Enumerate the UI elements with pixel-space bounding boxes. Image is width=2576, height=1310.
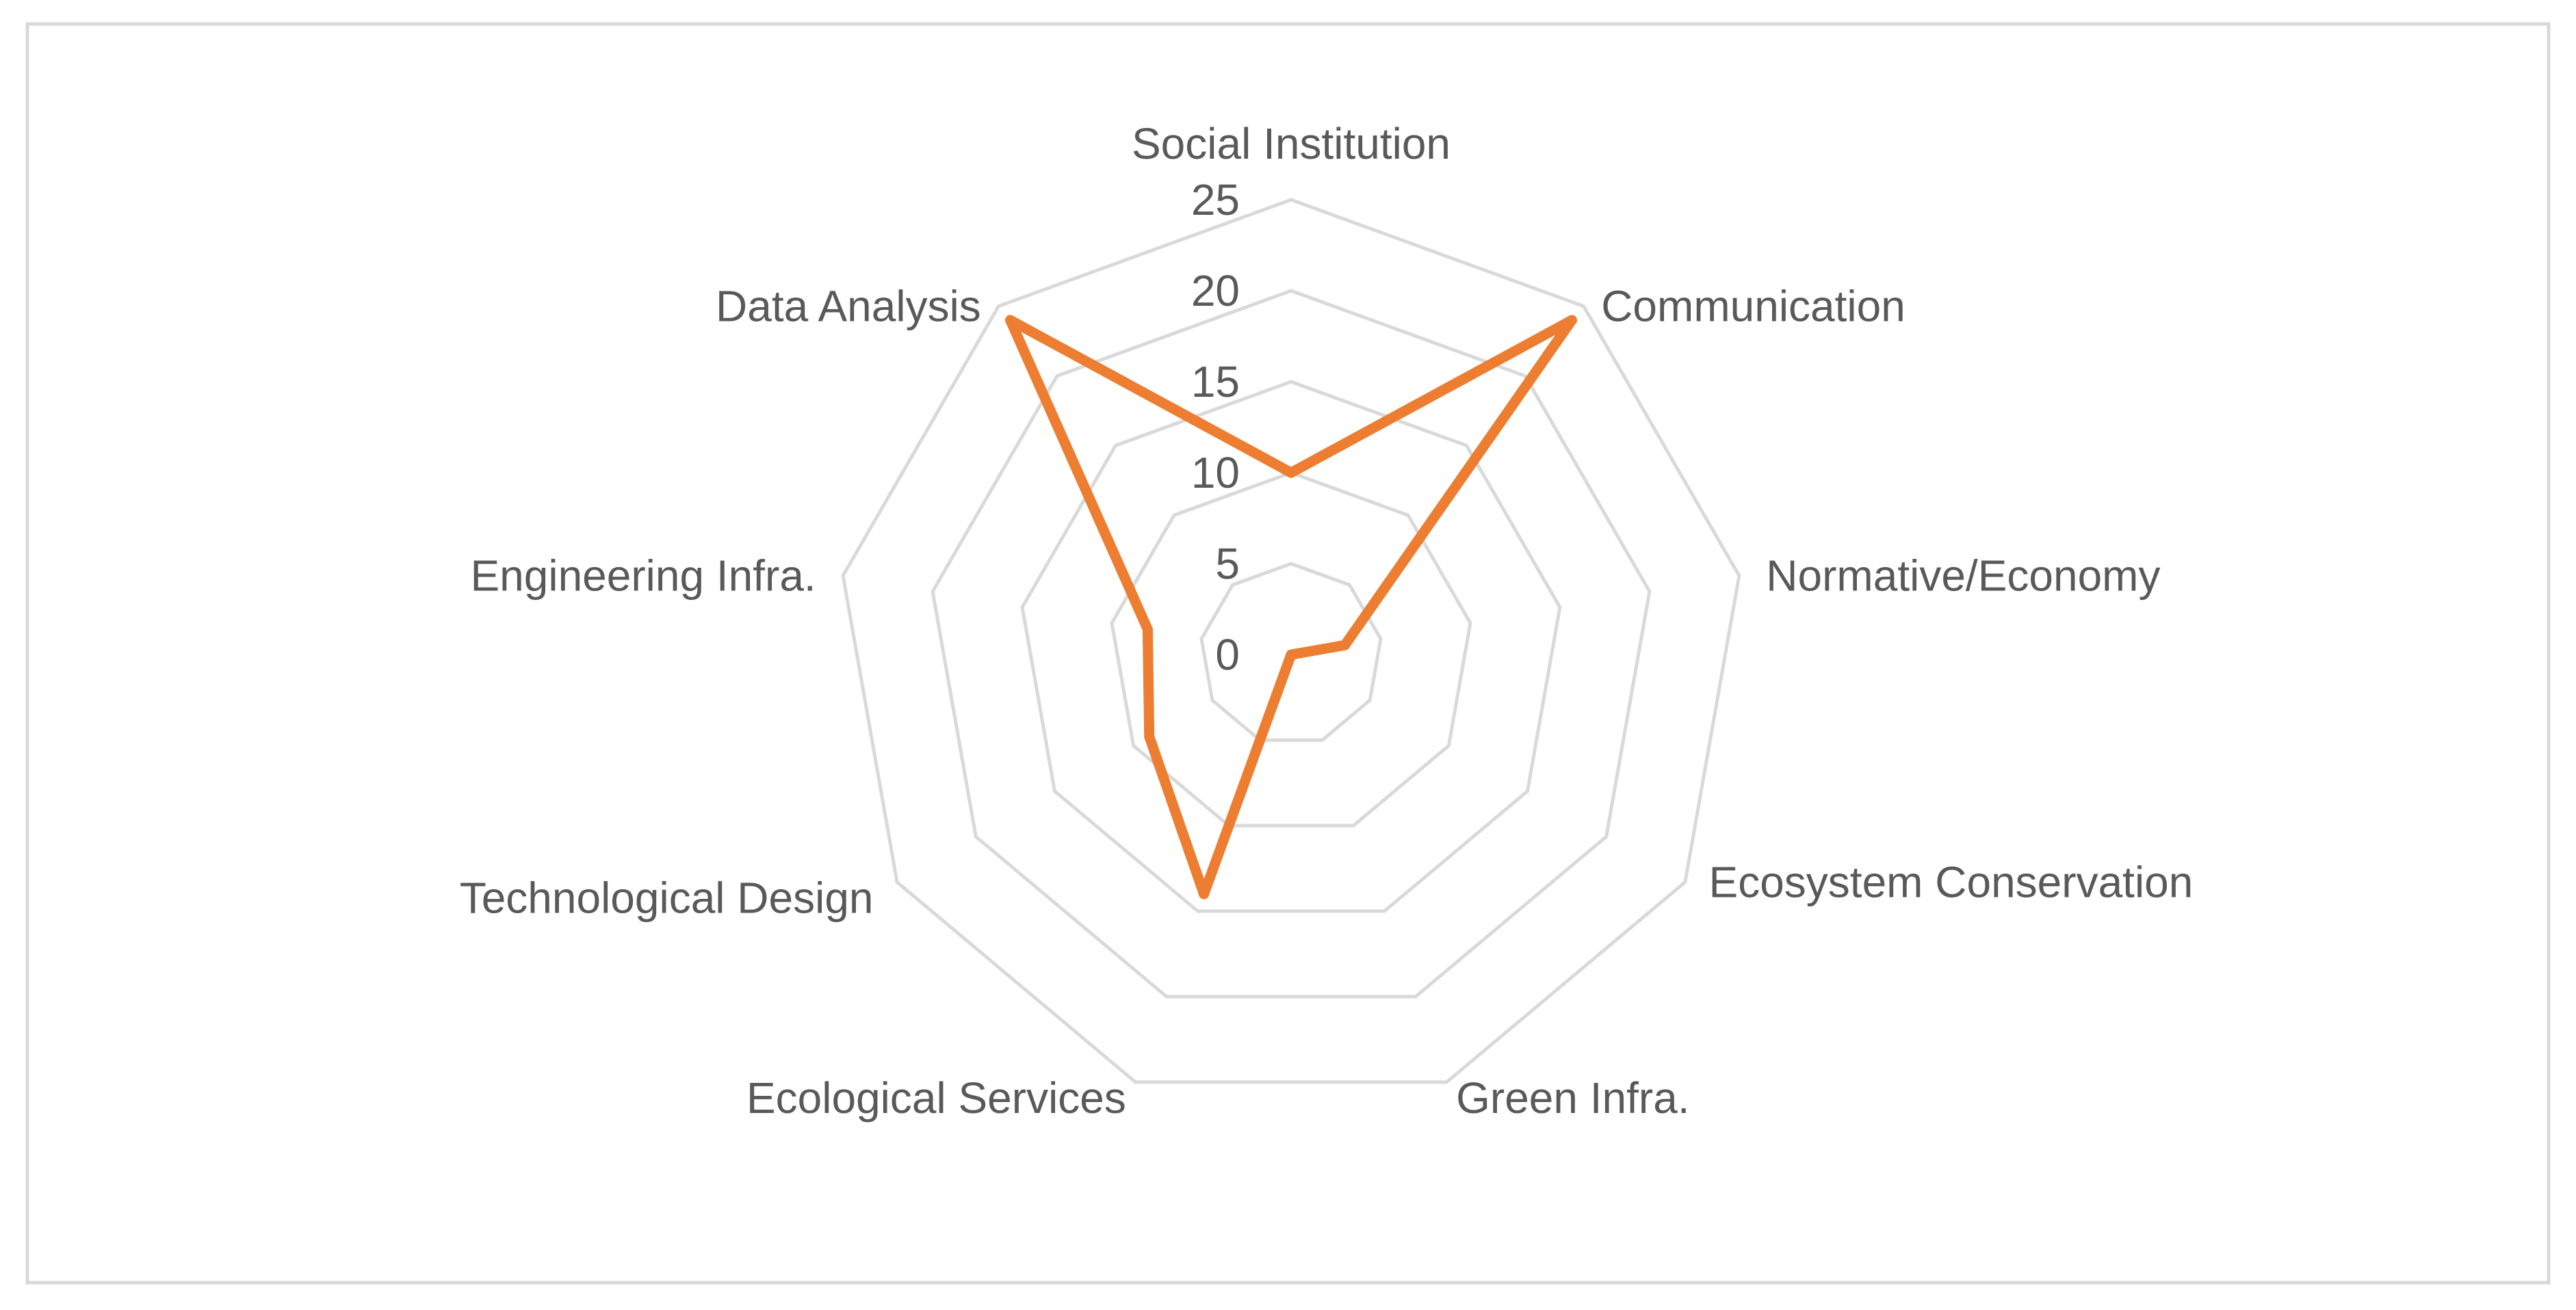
category-label: Engineering Infra. [470, 551, 816, 601]
tick-label: 10 [1191, 448, 1240, 497]
grid-ring-15 [1020, 380, 1562, 913]
category-label: Ecosystem Conservation [1709, 858, 2194, 907]
data-point [1286, 467, 1297, 478]
data-point [1005, 315, 1016, 326]
tick-label: 15 [1191, 357, 1240, 406]
tick-label: 5 [1215, 539, 1240, 588]
grid-ring-25 [841, 198, 1741, 1084]
tick-label: 0 [1215, 630, 1240, 679]
radial-tick-labels: 0 5 10 15 20 25 [1191, 175, 1240, 679]
data-point [1142, 624, 1153, 635]
tick-label: 25 [1191, 175, 1240, 224]
category-labels: Social Institution Communication Normative… [460, 119, 2194, 1123]
category-label: Green Infra. [1456, 1073, 1690, 1123]
category-label: Data Analysis [716, 282, 981, 331]
series-layer [1005, 315, 1577, 900]
category-label: Normative/Economy [1766, 551, 2160, 601]
data-point [1286, 649, 1297, 660]
tick-label: 20 [1191, 266, 1240, 315]
category-label: Social Institution [1132, 119, 1450, 168]
data-point [1199, 889, 1210, 900]
grid-ring-20 [931, 289, 1652, 999]
category-label: Technological Design [460, 874, 874, 923]
category-label: Ecological Services [746, 1073, 1126, 1123]
data-point [1566, 315, 1577, 326]
category-label: Communication [1601, 282, 1905, 331]
data-point [1340, 640, 1351, 651]
grid-ring-10 [1110, 471, 1472, 828]
data-point [1144, 731, 1155, 742]
